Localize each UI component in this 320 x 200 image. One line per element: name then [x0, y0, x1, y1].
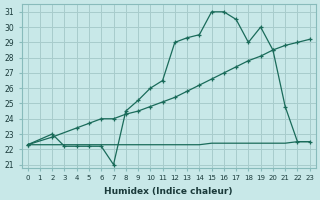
X-axis label: Humidex (Indice chaleur): Humidex (Indice chaleur): [104, 187, 233, 196]
